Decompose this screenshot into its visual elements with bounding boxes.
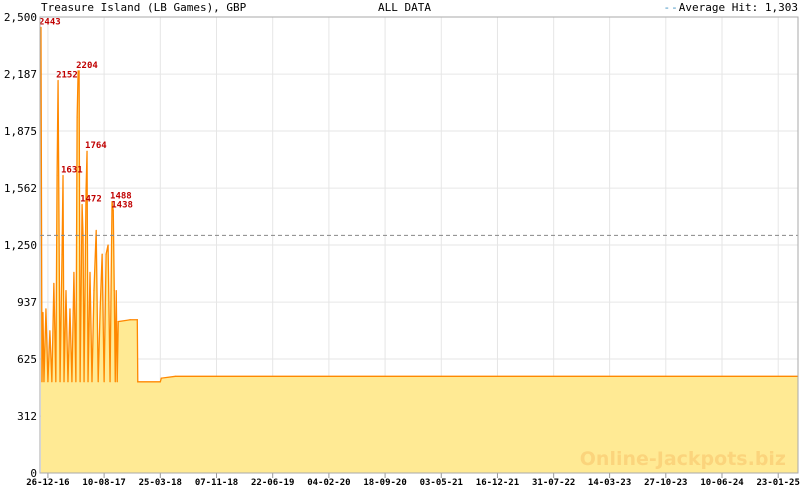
data-point <box>103 381 105 383</box>
peak-annotation: 2443 <box>39 17 61 27</box>
x-tick-label: 07-11-18 <box>195 478 238 488</box>
data-point <box>137 381 139 383</box>
y-tick-label: 312 <box>17 410 37 423</box>
peak-annotation: 1438 <box>111 201 133 211</box>
data-point <box>51 381 53 383</box>
data-point <box>73 271 75 273</box>
data-point <box>57 79 59 82</box>
chart-title: Treasure Island (LB Games), GBP <box>41 1 247 14</box>
y-tick-label: 625 <box>17 353 37 366</box>
data-point <box>63 381 65 383</box>
data-point <box>109 381 111 383</box>
series-area <box>40 27 798 474</box>
data-point <box>159 381 161 383</box>
data-point <box>59 381 61 383</box>
y-tick-label: 1,250 <box>4 239 37 252</box>
data-point <box>71 381 73 383</box>
watermark: Online-Jackpots.biz <box>580 448 786 470</box>
data-point <box>115 290 117 292</box>
data-point <box>87 381 89 383</box>
data-point <box>41 381 43 383</box>
chart-subtitle: ALL DATA <box>378 1 431 14</box>
data-point <box>99 308 101 310</box>
x-tick-label: 23-01-25 <box>757 478 800 488</box>
data-point <box>86 150 88 152</box>
data-point <box>69 308 71 310</box>
data-point <box>55 381 57 383</box>
data-point <box>111 200 113 203</box>
data-point <box>47 381 49 383</box>
x-tick-label: 10-06-24 <box>700 478 744 488</box>
data-point <box>101 253 103 255</box>
data-point <box>114 381 116 383</box>
data-point <box>91 381 93 383</box>
data-point <box>43 381 45 383</box>
y-tick-label: 2,500 <box>4 11 37 24</box>
x-tick-label: 04-02-20 <box>307 478 350 488</box>
peak-annotation: 1631 <box>61 166 83 176</box>
peak-annotation: 2204 <box>76 61 98 71</box>
x-tick-label: 22-06-19 <box>251 478 294 488</box>
peak-annotation: 1488 <box>110 192 132 202</box>
data-point <box>85 189 87 191</box>
peak-annotation: 1764 <box>85 141 107 151</box>
data-point <box>42 311 44 314</box>
x-tick-label: 16-12-21 <box>476 478 519 488</box>
data-point <box>62 174 64 177</box>
x-tick-label: 31-07-22 <box>532 478 575 488</box>
data-point <box>75 381 77 383</box>
data-point <box>45 308 47 310</box>
data-point <box>95 229 97 232</box>
x-tick-label: 14-03-23 <box>588 478 631 488</box>
x-tick-label: 27-10-23 <box>644 478 687 488</box>
data-point <box>136 319 138 321</box>
peak-annotation: 2152 <box>56 70 78 80</box>
data-point <box>61 253 63 255</box>
y-tick-label: 1,562 <box>4 182 37 195</box>
y-tick-label: 0 <box>30 467 37 480</box>
data-point <box>174 375 177 377</box>
data-point <box>76 116 78 118</box>
data-point <box>93 290 95 292</box>
data-point <box>129 319 131 321</box>
peak-annotation: 1472 <box>80 195 102 205</box>
data-point <box>56 174 58 177</box>
data-point <box>117 321 119 323</box>
data-point <box>78 70 80 72</box>
legend-label: Average Hit: 1,303 <box>678 1 798 14</box>
data-point <box>67 381 69 383</box>
data-point <box>65 290 67 292</box>
data-point <box>53 282 55 284</box>
data-point <box>89 271 91 273</box>
data-point <box>79 381 81 383</box>
x-tick-label: 18-09-20 <box>363 478 406 488</box>
x-tick-label: 25-03-18 <box>139 478 182 488</box>
legend-average-hit: --Average Hit: 1,303 <box>664 1 798 14</box>
y-tick-label: 937 <box>17 296 37 309</box>
legend-dash-icon: -- <box>663 1 679 14</box>
data-point <box>113 290 115 292</box>
x-tick-label: 10-08-17 <box>82 478 125 488</box>
data-point <box>105 253 107 255</box>
y-tick-label: 1,875 <box>4 125 37 138</box>
data-point <box>97 381 99 383</box>
data-point <box>49 330 51 332</box>
x-tick-label: 03-05-21 <box>420 478 463 488</box>
data-point <box>77 70 79 72</box>
data-point <box>107 244 109 246</box>
data-point <box>160 377 162 379</box>
data-point <box>116 381 118 383</box>
data-point <box>83 381 85 383</box>
data-point <box>40 26 42 28</box>
plot-border <box>39 16 799 474</box>
data-point <box>81 203 83 206</box>
y-tick-label: 2,187 <box>4 68 37 81</box>
data-point <box>112 210 114 212</box>
x-tick-label: 26-12-16 <box>26 478 69 488</box>
